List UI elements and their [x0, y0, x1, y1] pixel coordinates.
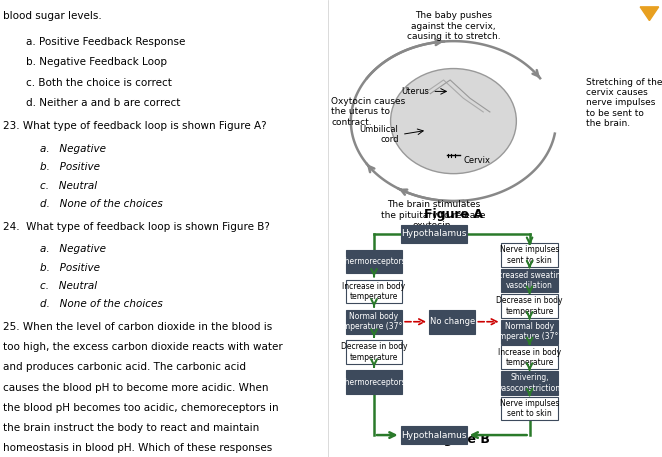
- Text: Uterus: Uterus: [401, 87, 429, 96]
- FancyBboxPatch shape: [401, 225, 467, 243]
- Text: causes the blood pH to become more acidic. When: causes the blood pH to become more acidi…: [3, 383, 269, 393]
- Text: c. Both the choice is correct: c. Both the choice is correct: [26, 78, 172, 88]
- Text: Shivering,
vasoconstriction: Shivering, vasoconstriction: [498, 373, 561, 393]
- Text: Nerve impulses
sent to skin: Nerve impulses sent to skin: [500, 399, 559, 418]
- FancyBboxPatch shape: [502, 371, 557, 395]
- Text: the brain instruct the body to react and maintain: the brain instruct the body to react and…: [3, 423, 260, 433]
- Text: Increase in body
temperature: Increase in body temperature: [342, 282, 406, 301]
- Text: d. Neither a and b are correct: d. Neither a and b are correct: [26, 98, 181, 108]
- FancyBboxPatch shape: [502, 294, 557, 318]
- FancyBboxPatch shape: [502, 269, 557, 292]
- FancyBboxPatch shape: [502, 320, 557, 344]
- Text: b.   Positive: b. Positive: [40, 263, 100, 273]
- FancyBboxPatch shape: [346, 250, 402, 273]
- Text: Thermoreceptors: Thermoreceptors: [341, 257, 407, 266]
- Text: Cervix: Cervix: [463, 156, 491, 165]
- Text: Increase in body
temperature: Increase in body temperature: [498, 348, 561, 367]
- Text: Stretching of the
cervix causes
nerve impulses
to be sent to
the brain.: Stretching of the cervix causes nerve im…: [586, 78, 662, 128]
- Text: Oxytocin causes
the uterus to
contract.: Oxytocin causes the uterus to contract.: [331, 97, 405, 127]
- Text: the blood pH becomes too acidic, chemoreceptors in: the blood pH becomes too acidic, chemore…: [3, 403, 279, 413]
- FancyBboxPatch shape: [502, 243, 557, 267]
- FancyBboxPatch shape: [502, 397, 557, 420]
- Text: Hypothalamus: Hypothalamus: [401, 430, 466, 440]
- Text: b. Negative Feedback Loop: b. Negative Feedback Loop: [26, 57, 167, 67]
- Text: The brain stimulates
the pituitary to release
oxytocin.: The brain stimulates the pituitary to re…: [381, 200, 486, 230]
- Text: Decrease in body
temperature: Decrease in body temperature: [496, 297, 563, 316]
- Text: Normal body
temperature (37° C): Normal body temperature (37° C): [335, 312, 413, 331]
- Text: d.   None of the choices: d. None of the choices: [40, 199, 162, 209]
- Text: 25. When the level of carbon dioxide in the blood is: 25. When the level of carbon dioxide in …: [3, 322, 273, 332]
- FancyBboxPatch shape: [429, 310, 475, 334]
- Text: Nerve impulses
sent to skin: Nerve impulses sent to skin: [500, 245, 559, 265]
- Text: a.   Negative: a. Negative: [40, 244, 106, 255]
- Text: a.   Negative: a. Negative: [40, 144, 106, 154]
- FancyBboxPatch shape: [346, 310, 402, 334]
- Text: No change: No change: [430, 317, 475, 326]
- Text: blood sugar levels.: blood sugar levels.: [3, 11, 102, 21]
- Text: Figure B: Figure B: [431, 433, 489, 446]
- Text: c.   Neutral: c. Neutral: [40, 181, 97, 191]
- Text: homeostasis in blood pH. Which of these responses: homeostasis in blood pH. Which of these …: [3, 443, 273, 453]
- Text: Figure A: Figure A: [424, 208, 483, 221]
- Text: too high, the excess carbon dioxide reacts with water: too high, the excess carbon dioxide reac…: [3, 342, 283, 352]
- FancyBboxPatch shape: [346, 340, 402, 364]
- FancyBboxPatch shape: [502, 345, 557, 369]
- Text: Umbilical
cord: Umbilical cord: [359, 125, 399, 144]
- Text: 23. What type of feedback loop is shown Figure A?: 23. What type of feedback loop is shown …: [3, 121, 267, 131]
- Text: 24.  What type of feedback loop is shown Figure B?: 24. What type of feedback loop is shown …: [3, 222, 270, 232]
- Text: The baby pushes
against the cervix,
causing it to stretch.: The baby pushes against the cervix, caus…: [406, 11, 500, 41]
- FancyBboxPatch shape: [346, 370, 402, 394]
- Text: Increased sweating:
vasodilation: Increased sweating: vasodilation: [491, 271, 568, 290]
- Text: b.   Positive: b. Positive: [40, 162, 100, 172]
- FancyBboxPatch shape: [346, 280, 402, 303]
- Polygon shape: [640, 7, 659, 21]
- Text: Decrease in body
temperature: Decrease in body temperature: [341, 342, 407, 361]
- Text: Hypothalamus: Hypothalamus: [401, 229, 466, 239]
- Text: Thermoreceptors: Thermoreceptors: [341, 377, 407, 387]
- Text: and produces carbonic acid. The carbonic acid: and produces carbonic acid. The carbonic…: [3, 362, 246, 372]
- FancyBboxPatch shape: [401, 426, 467, 444]
- Text: Normal body
temperature (37° C): Normal body temperature (37° C): [491, 322, 569, 341]
- Text: a. Positive Feedback Response: a. Positive Feedback Response: [26, 37, 186, 47]
- Text: c.   Neutral: c. Neutral: [40, 281, 97, 291]
- Ellipse shape: [391, 69, 516, 174]
- Text: d.   None of the choices: d. None of the choices: [40, 299, 162, 309]
